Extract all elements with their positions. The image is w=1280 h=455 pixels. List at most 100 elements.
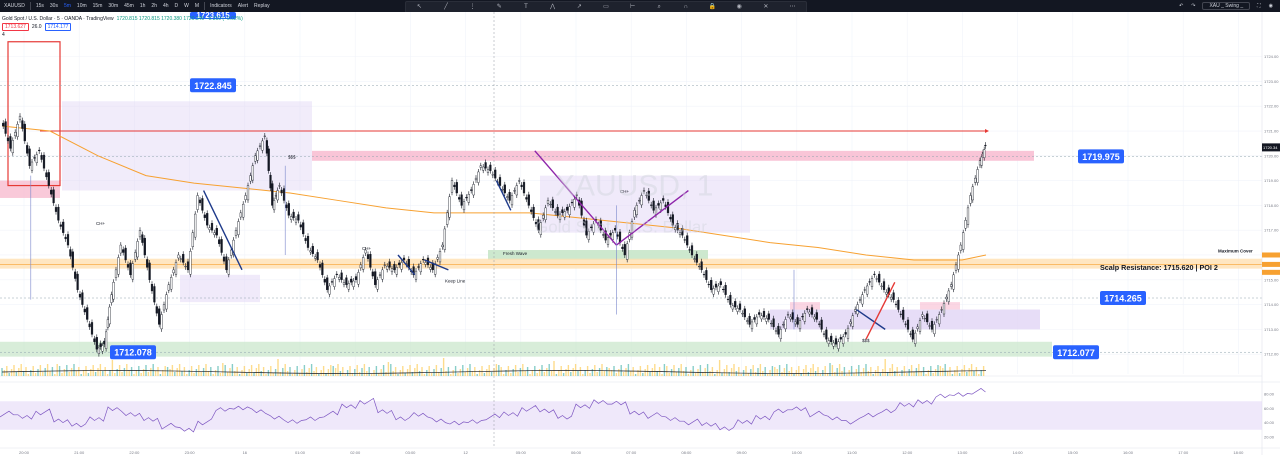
candle-body <box>784 319 787 330</box>
candle-body <box>110 294 113 303</box>
price-level-label-text: 1712.078 <box>114 348 152 358</box>
magnet-icon[interactable]: ∩ <box>683 4 689 10</box>
fvg-zone-small <box>790 302 820 310</box>
layout-name-button[interactable]: XAU _ Swing _ <box>1202 2 1251 10</box>
volume-bar <box>834 372 836 376</box>
volume-bar <box>37 369 39 376</box>
symbol-search-button[interactable]: XAUUSD <box>4 3 25 9</box>
more-icon[interactable]: ⋯ <box>789 4 796 10</box>
timeframe-button[interactable]: 2h <box>151 3 157 9</box>
candle-body <box>285 204 288 209</box>
timeframe-button[interactable]: D <box>174 3 179 9</box>
timeframe-button[interactable]: 30m <box>108 3 119 9</box>
candle-body <box>184 265 187 268</box>
candle-body <box>489 164 492 171</box>
volume-bar <box>620 365 622 376</box>
candle-body <box>148 262 151 280</box>
candle-body <box>760 315 763 320</box>
time-axis-tick: 16 <box>243 450 248 455</box>
volume-bar <box>265 374 267 376</box>
buy-button[interactable]: 1714.177 <box>44 23 72 31</box>
candle-body <box>674 227 677 230</box>
time-axis-tick: 12 <box>463 450 468 455</box>
price-axis-tick: 1715.00 <box>1264 277 1279 282</box>
ruler-icon[interactable]: ⊢ <box>629 4 636 10</box>
candle-body <box>474 177 478 181</box>
candle-body <box>767 313 770 320</box>
price-level-label[interactable]: 1712.077 <box>1053 345 1099 360</box>
collapse-indicators-button[interactable]: 4 <box>2 32 5 38</box>
price-axis[interactable] <box>1262 12 1280 455</box>
text-icon[interactable]: T <box>524 4 528 10</box>
structure-swing-line <box>202 190 243 271</box>
volume-bar <box>812 364 814 376</box>
timeframe-button[interactable]: 5m <box>63 3 71 9</box>
timeframe-button[interactable]: 15s <box>35 3 44 9</box>
volume-bar <box>87 373 90 376</box>
sell-button[interactable]: 1713.627 <box>2 23 29 31</box>
timeframe-button[interactable]: M <box>194 3 200 9</box>
camera-icon[interactable]: ◉ <box>1268 3 1273 9</box>
volume-bar <box>730 368 733 376</box>
candle-body <box>374 271 377 285</box>
top-price-label-box[interactable] <box>190 12 236 19</box>
cursor-icon[interactable]: ↖ <box>416 4 422 10</box>
volume-bar <box>351 373 354 376</box>
price-level-label[interactable]: 1722.845 <box>190 78 236 93</box>
fullscreen-icon[interactable]: ⛶ <box>1257 3 1261 9</box>
price-level-label-box[interactable] <box>1078 149 1124 164</box>
price-level-label[interactable]: 1712.078 <box>110 345 156 360</box>
zoom-icon[interactable]: ⌕ <box>657 4 661 10</box>
volume-bar <box>850 366 853 376</box>
price-level-label[interactable]: 1719.975 <box>1078 149 1124 164</box>
volume-bar <box>586 366 589 376</box>
volume-bar <box>282 368 284 376</box>
volume-bar <box>694 373 697 376</box>
candle-body <box>237 221 240 235</box>
timeframe-button[interactable]: 10m <box>76 3 87 9</box>
prediction-icon[interactable]: ↗ <box>576 4 582 10</box>
lock-icon[interactable]: 🔒 <box>708 4 717 10</box>
undo-icon[interactable]: ↶ <box>1179 3 1184 9</box>
candle-body <box>806 308 809 310</box>
candle-body <box>271 183 274 206</box>
volume-bar <box>126 364 128 376</box>
price-level-label-box[interactable] <box>1053 345 1099 360</box>
fib-icon[interactable]: ⋮ <box>469 4 476 10</box>
volume-bar <box>318 374 320 376</box>
candle-body <box>693 258 696 260</box>
redo-icon[interactable]: ↷ <box>1191 3 1196 9</box>
timeframe-button[interactable]: 4h <box>162 3 169 9</box>
watermark-name: Gold Spot / U.S. Dollar <box>535 218 707 237</box>
trendline-icon[interactable]: ╱ <box>444 4 448 10</box>
trash-icon[interactable]: ✕ <box>763 4 769 10</box>
timeframe-button[interactable]: W <box>184 3 189 9</box>
pattern-icon[interactable]: ⋀ <box>550 4 556 10</box>
brush-icon[interactable]: ✎ <box>496 4 502 10</box>
candle-body <box>729 294 732 305</box>
indicators-button[interactable]: Indicators <box>210 3 232 9</box>
candle-body <box>258 145 262 147</box>
replay-button[interactable]: Replay <box>254 3 270 9</box>
volume-bar <box>459 369 462 376</box>
candle-body <box>638 200 641 202</box>
candle-body <box>827 340 830 344</box>
volume-bar <box>438 372 440 376</box>
eye-icon[interactable]: ◉ <box>736 4 742 10</box>
shapes-icon[interactable]: ▭ <box>603 4 609 10</box>
timeframe-button[interactable]: 1h <box>139 3 146 9</box>
price-level-label-box[interactable] <box>1100 291 1146 306</box>
price-level-label-box[interactable] <box>110 345 156 360</box>
candle-body <box>369 254 372 268</box>
price-level-label[interactable]: 1714.265 <box>1100 291 1146 306</box>
alert-button[interactable]: Alert <box>237 3 249 9</box>
timeframe-button[interactable]: 15m <box>92 3 103 9</box>
chart-canvas[interactable]: $$$ CH+ CH+ CH+ Keep Line Fresh Wave $$$ XAUUSD… <box>0 12 1280 455</box>
volume-bar <box>790 367 793 376</box>
price-axis-tick: 1712.00 <box>1264 352 1279 357</box>
timeframe-button[interactable]: 45m <box>124 3 134 9</box>
timeframe-button[interactable]: 30s <box>49 3 58 9</box>
price-level-label-box[interactable] <box>190 78 236 93</box>
candle-body <box>446 212 449 225</box>
time-axis-tick: 11:00 <box>847 450 857 455</box>
